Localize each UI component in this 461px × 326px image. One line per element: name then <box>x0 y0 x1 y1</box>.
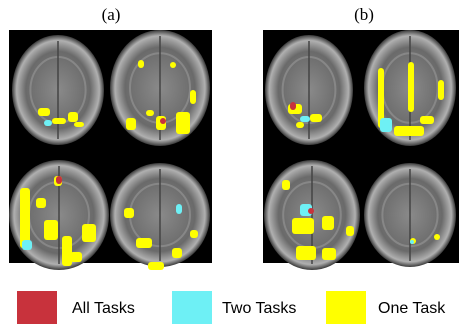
activation-blob <box>138 60 144 68</box>
activation-blob <box>394 126 424 136</box>
activation-blob <box>290 102 296 110</box>
activation-blob <box>172 248 182 258</box>
activation-blob <box>322 216 334 230</box>
activation-blob <box>38 108 50 116</box>
legend-swatch <box>172 291 212 324</box>
activation-blob <box>434 234 440 240</box>
activation-blob <box>36 198 46 208</box>
activation-blob <box>44 120 52 126</box>
activation-blob <box>74 122 84 127</box>
activation-blob <box>308 208 314 214</box>
figure: (a) (b) All Tasks Two Tasks One Task <box>0 0 461 326</box>
legend: All Tasks Two Tasks One Task <box>17 291 446 324</box>
activation-blob <box>124 208 134 218</box>
legend-label: One Task <box>378 300 446 317</box>
activation-blob <box>22 240 32 250</box>
activation-blob <box>56 176 62 184</box>
legend-label: All Tasks <box>72 300 135 317</box>
activation-blob <box>82 224 96 242</box>
legend-swatch <box>17 291 57 324</box>
activation-blob <box>420 116 434 124</box>
activation-blob <box>190 90 196 104</box>
activation-blob <box>176 112 190 134</box>
activation-blob <box>438 80 444 100</box>
activation-blob <box>310 114 322 122</box>
activation-blob <box>136 238 152 248</box>
activation-blob <box>292 218 314 234</box>
activation-blob <box>44 220 58 240</box>
activation-blob <box>146 110 154 116</box>
activation-blob <box>126 118 136 130</box>
activation-blob <box>410 240 414 244</box>
activation-blob <box>300 116 310 122</box>
activation-blob <box>170 62 176 68</box>
activation-blob <box>296 122 304 128</box>
activation-blob <box>322 248 336 260</box>
activation-blob <box>380 118 392 132</box>
legend-label: Two Tasks <box>222 300 296 317</box>
activation-blob <box>148 262 164 270</box>
activation-blob <box>70 252 82 262</box>
activation-blob <box>296 246 316 260</box>
activation-blob <box>408 62 414 112</box>
activation-blob <box>346 226 354 236</box>
activation-blob <box>190 230 198 238</box>
activation-blob <box>20 188 30 248</box>
activation-blob <box>62 236 72 266</box>
activation-blob <box>282 180 290 190</box>
activation-blob <box>160 118 166 124</box>
figure-svg: (a) (b) All Tasks Two Tasks One Task <box>0 0 461 326</box>
legend-swatch <box>326 291 366 324</box>
panel-label: (b) <box>354 5 374 24</box>
panel-label: (a) <box>102 5 121 24</box>
activation-blob <box>68 112 78 122</box>
activation-blob <box>52 118 66 124</box>
activation-blob <box>176 204 182 214</box>
